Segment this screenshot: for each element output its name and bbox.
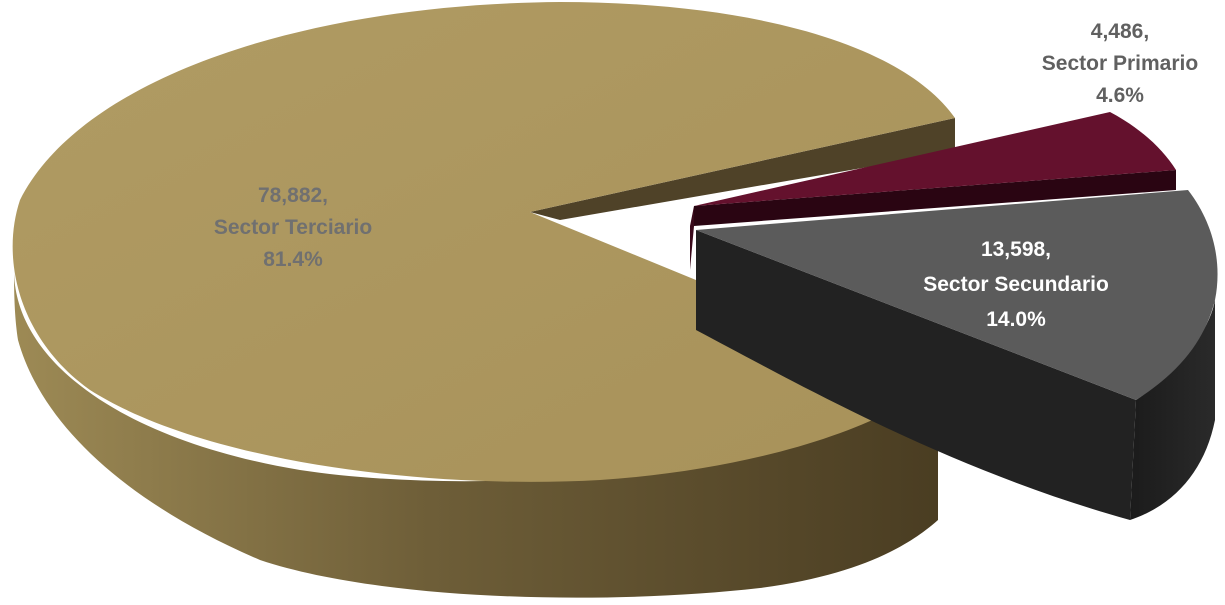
slice-secundario-top (696, 190, 1218, 400)
label-secundario-name: Sector Secundario (923, 273, 1109, 296)
slice-terciario-inner-side (530, 118, 955, 220)
slice-primario-side (694, 170, 1176, 226)
slice-primario-top (694, 112, 1176, 206)
label-secundario: 13,598, Sector Secundario 14.0% (923, 238, 1109, 331)
slice-primario-left-side (690, 206, 694, 270)
label-terciario-value: 78,882, (258, 184, 328, 207)
slice-terciario (12, 2, 955, 598)
slice-terciario-top (12, 2, 955, 482)
label-terciario-percent: 81.4% (263, 248, 323, 271)
label-primario-percent: 4.6% (1096, 84, 1144, 107)
slice-terciario-side (14, 270, 938, 598)
label-secundario-percent: 14.0% (986, 308, 1046, 331)
slice-secundario-left-side (696, 230, 1136, 520)
label-primario-name: Sector Primario (1042, 52, 1198, 75)
slice-primario (690, 112, 1176, 270)
slice-secundario (696, 190, 1218, 520)
label-primario: 4,486, Sector Primario 4.6% (1042, 20, 1198, 107)
label-terciario-name: Sector Terciario (214, 216, 372, 239)
label-primario-value: 4,486, (1091, 20, 1149, 43)
label-secundario-value: 13,598, (981, 238, 1051, 261)
slice-secundario-side (1130, 300, 1215, 520)
label-terciario: 78,882, Sector Terciario 81.4% (214, 184, 372, 271)
